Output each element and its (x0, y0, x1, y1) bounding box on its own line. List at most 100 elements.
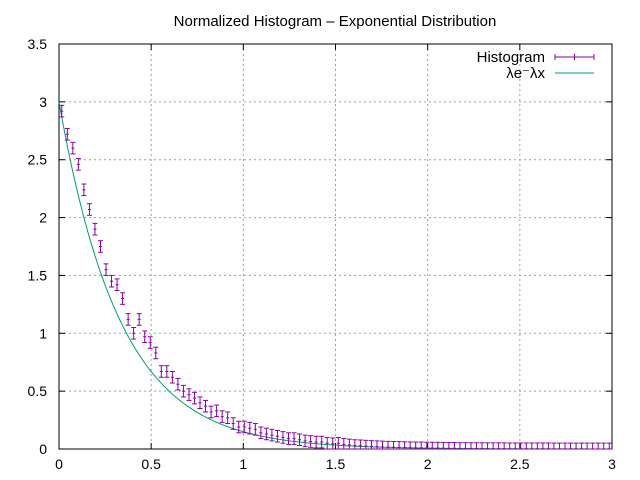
histogram-point (164, 365, 170, 378)
histogram-point (601, 442, 607, 450)
histogram-point (175, 377, 181, 391)
histogram-point (556, 442, 562, 450)
histogram-point (114, 278, 120, 291)
histogram-point (468, 442, 474, 450)
histogram-point (208, 405, 214, 419)
histogram-point (70, 141, 76, 155)
histogram-point (285, 432, 291, 445)
histogram-point (341, 438, 347, 450)
histogram-point (258, 426, 264, 440)
histogram-point (446, 442, 452, 450)
histogram-point (324, 436, 330, 450)
histogram-point (131, 327, 137, 340)
histogram-point (308, 435, 314, 448)
histogram-point (606, 442, 612, 450)
histogram-point (579, 442, 585, 450)
histogram-point (241, 420, 247, 434)
histogram-point (418, 441, 424, 450)
histogram-point (573, 442, 579, 450)
histogram-point (136, 313, 142, 326)
data-layer (58, 101, 612, 450)
histogram-point (501, 442, 507, 450)
histogram-point (59, 104, 65, 118)
histogram-point (75, 158, 81, 171)
histogram-point (158, 365, 164, 378)
histogram-point (595, 442, 601, 450)
histogram-point (346, 438, 352, 450)
histogram-point (92, 222, 98, 236)
histogram-point (402, 441, 408, 450)
x-tick-label: 2 (424, 456, 432, 472)
histogram-point (203, 399, 209, 413)
y-tick-label: 0 (39, 441, 47, 457)
histogram-point (568, 442, 574, 450)
histogram-point (523, 442, 529, 450)
histogram-point (462, 442, 468, 450)
histogram-point (319, 435, 325, 449)
histogram-point (64, 127, 70, 141)
axes: 0 0.5 1 1.5 2 2.5 3 0 0.5 1 1.5 2 2.5 3 3.5 (28, 36, 617, 472)
histogram-point (291, 432, 297, 445)
histogram-point (496, 442, 502, 450)
histogram-point (103, 263, 109, 276)
y-tick-label: 3 (39, 94, 47, 110)
legend-label-fit: λe⁻λx (506, 65, 545, 82)
x-tick-label: 3 (608, 456, 616, 472)
histogram-point (391, 440, 397, 450)
histogram-point (330, 437, 336, 450)
histogram-point (191, 391, 197, 405)
histogram-point (86, 203, 92, 216)
histogram-point (214, 404, 220, 418)
y-tick-label: 1 (39, 325, 47, 341)
histogram-point (512, 442, 518, 450)
histogram-point (518, 442, 524, 450)
histogram-point (363, 439, 369, 450)
histogram-point (335, 436, 341, 450)
histogram-point (540, 442, 546, 450)
histogram-point (263, 427, 269, 441)
histogram-point (302, 434, 308, 448)
histogram-point (280, 431, 286, 444)
histogram-point (440, 441, 446, 450)
histogram-point (490, 442, 496, 450)
histogram-point (120, 292, 126, 305)
histogram-point (252, 423, 258, 436)
legend: Histogram λe⁻λx (477, 49, 595, 82)
histogram-point (225, 411, 231, 425)
histogram-point (368, 440, 374, 450)
chart-title: Normalized Histogram – Exponential Distr… (174, 13, 497, 30)
histogram-point (81, 183, 87, 197)
grid (59, 44, 612, 449)
histogram-point (562, 442, 568, 450)
histogram-point (180, 384, 186, 398)
histogram-point (197, 396, 203, 409)
histogram-point (429, 441, 435, 450)
histogram-point (479, 442, 485, 450)
x-tick-label: 1.5 (326, 456, 346, 472)
histogram-point (457, 442, 463, 450)
histogram-point (236, 420, 242, 434)
x-tick-label: 0.5 (141, 456, 161, 472)
y-tick-label: 2 (39, 210, 47, 226)
y-tick-label: 0.5 (28, 383, 48, 399)
histogram-point (125, 313, 131, 326)
histogram-point (551, 442, 557, 450)
histogram-point (274, 429, 280, 443)
histogram-point (590, 442, 596, 450)
histogram-point (219, 410, 225, 423)
histogram-point (374, 440, 380, 450)
histogram-point (380, 440, 386, 450)
histogram-point (230, 417, 236, 430)
y-tick-label: 2.5 (28, 152, 48, 168)
legend-label-histogram: Histogram (477, 49, 545, 66)
histogram-point (385, 440, 391, 450)
histogram-point (424, 441, 430, 450)
histogram-point (186, 388, 192, 401)
histogram-point (313, 435, 319, 449)
histogram-point (297, 433, 303, 447)
x-tick-label: 0 (55, 456, 63, 472)
y-tick-label: 1.5 (28, 267, 48, 283)
histogram-point (407, 441, 413, 450)
